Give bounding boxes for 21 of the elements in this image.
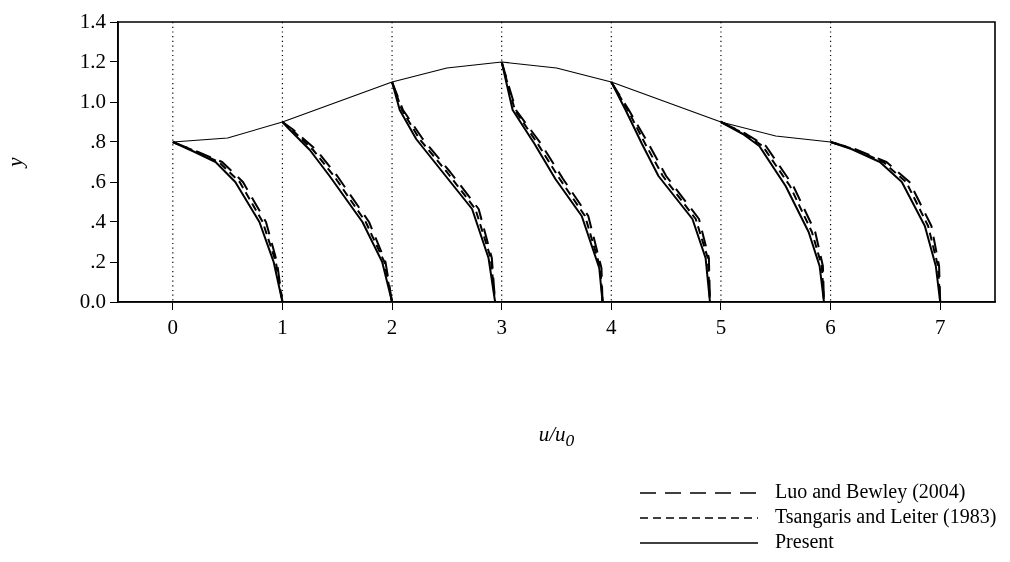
text: Present bbox=[775, 530, 835, 553]
text: Luo and Bewley (2004) bbox=[775, 480, 966, 504]
text: Tsangaris and Leiter (1983) bbox=[775, 505, 997, 529]
x-tick-label: 1 bbox=[277, 315, 288, 340]
y-tick-label: .8 bbox=[90, 128, 106, 153]
x-tick-label: 5 bbox=[715, 315, 727, 340]
y-tick-label: 1.0 bbox=[79, 88, 106, 113]
x-tick-label: 7 bbox=[934, 315, 946, 340]
y-tick-label: .2 bbox=[90, 248, 106, 273]
x-axis-title: u/u$_{0}$ bbox=[537, 422, 576, 452]
y-tick-label: 1.4 bbox=[79, 8, 107, 33]
y-tick-label: .4 bbox=[90, 208, 107, 233]
x-tick-label: 6 bbox=[825, 315, 836, 340]
y-tick-label: .6 bbox=[90, 168, 106, 193]
x-tick-label: 3 bbox=[496, 315, 507, 340]
x-tick-label: 2 bbox=[386, 315, 398, 340]
x-tick-label: 4 bbox=[606, 315, 618, 340]
y-axis-title: y bbox=[3, 156, 28, 169]
y-tick-label: 1.2 bbox=[79, 48, 106, 73]
y-tick-label: 0.0 bbox=[79, 288, 106, 313]
x-tick-label: 0 bbox=[167, 315, 179, 340]
